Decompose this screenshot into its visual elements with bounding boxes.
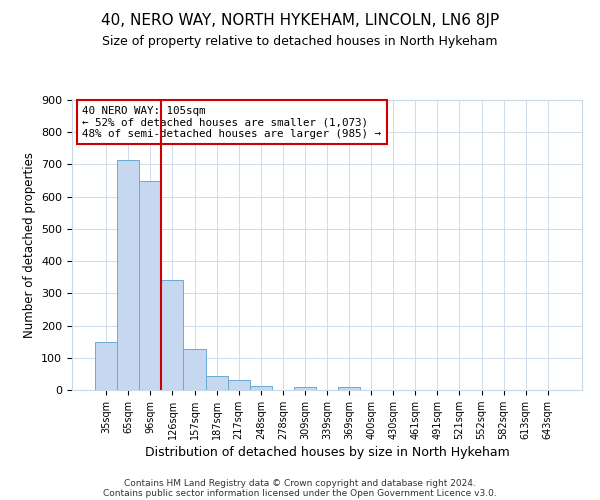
Bar — [184, 349, 206, 390]
Text: Contains public sector information licensed under the Open Government Licence v3: Contains public sector information licen… — [103, 488, 497, 498]
Bar — [117, 160, 139, 390]
Y-axis label: Number of detached properties: Number of detached properties — [23, 152, 35, 338]
Bar — [227, 380, 250, 390]
Text: 40, NERO WAY, NORTH HYKEHAM, LINCOLN, LN6 8JP: 40, NERO WAY, NORTH HYKEHAM, LINCOLN, LN… — [101, 12, 499, 28]
X-axis label: Distribution of detached houses by size in North Hykeham: Distribution of detached houses by size … — [145, 446, 509, 459]
Bar — [161, 280, 184, 390]
Bar — [206, 376, 227, 390]
Bar — [139, 180, 161, 390]
Text: 40 NERO WAY: 105sqm
← 52% of detached houses are smaller (1,073)
48% of semi-det: 40 NERO WAY: 105sqm ← 52% of detached ho… — [82, 106, 381, 139]
Bar — [95, 342, 117, 390]
Bar — [250, 386, 272, 390]
Text: Size of property relative to detached houses in North Hykeham: Size of property relative to detached ho… — [102, 34, 498, 48]
Bar — [338, 388, 360, 390]
Bar — [294, 388, 316, 390]
Text: Contains HM Land Registry data © Crown copyright and database right 2024.: Contains HM Land Registry data © Crown c… — [124, 478, 476, 488]
